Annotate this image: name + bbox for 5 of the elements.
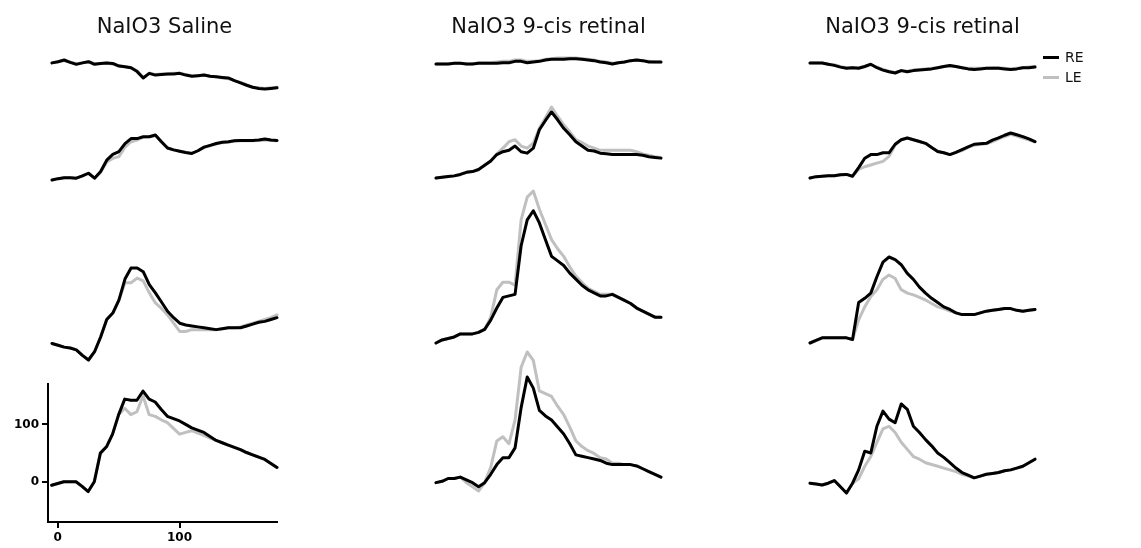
chart-title: NaIO3 9-cis retinal [450, 14, 647, 38]
legend-label: RE [1065, 49, 1084, 65]
chart-title: NaIO3 Saline [95, 14, 234, 38]
chart-title: NaIO3 9-cis retinal [824, 14, 1021, 38]
legend-label: LE [1065, 69, 1082, 85]
